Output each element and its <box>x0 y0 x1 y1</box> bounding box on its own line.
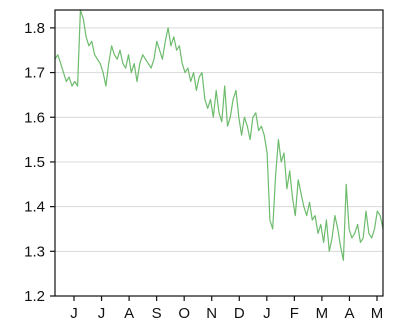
y-tick-label: 1.8 <box>24 20 45 37</box>
x-tick-label: A <box>344 305 354 322</box>
x-tick-label: J <box>263 305 271 322</box>
y-tick-label: 1.6 <box>24 109 45 126</box>
x-tick-label: D <box>234 305 245 322</box>
x-tick-label: M <box>371 305 384 322</box>
x-tick-label: A <box>124 305 134 322</box>
x-tick-label: M <box>316 305 329 322</box>
y-tick-label: 1.4 <box>24 199 45 216</box>
y-tick-label: 1.3 <box>24 243 45 260</box>
x-tick-label: O <box>178 305 190 322</box>
x-tick-label: J <box>98 305 106 322</box>
y-tick-label: 1.7 <box>24 65 45 82</box>
y-tick-label: 1.5 <box>24 154 45 171</box>
y-axis: 1.2 1.3 1.4 1.5 1.6 1.7 1.8 <box>24 20 55 305</box>
y-tick-label: 1.2 <box>24 288 45 305</box>
plot-frame <box>54 9 384 297</box>
plot-series <box>54 9 384 261</box>
x-tick-label: S <box>152 305 162 322</box>
x-tick-label: F <box>290 305 299 322</box>
price-series-line <box>54 9 384 261</box>
x-tick-label: N <box>206 305 217 322</box>
x-tick-label: J <box>70 305 78 322</box>
y-gridlines <box>55 27 383 252</box>
